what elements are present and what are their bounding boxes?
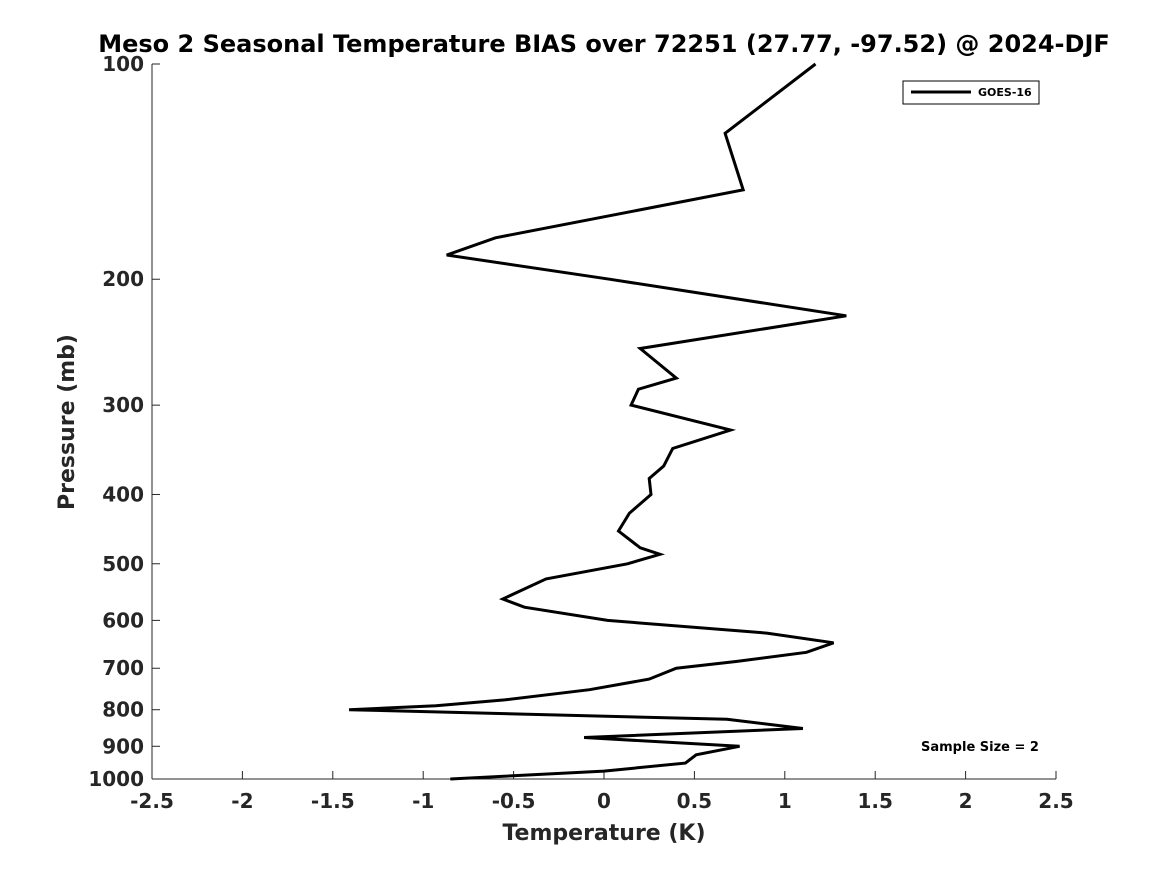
y-tick-label: 400 [102,482,144,506]
x-tick-label: -0.5 [492,789,536,813]
y-tick-label: 500 [102,552,144,576]
series-line-goes-16 [349,62,847,781]
x-tick-label: 1.5 [857,789,892,813]
x-tick-label: -2 [231,789,253,813]
x-tick-label: 0.5 [677,789,712,813]
y-tick-label: 800 [102,698,144,722]
y-axis-label: Pressure (mb) [55,334,80,510]
x-ticks: -2.5 -2 -1.5 -1 -0.5 0 0.5 1 1.5 2 2.5 [130,771,1074,813]
y-tick-label: 1000 [88,767,144,791]
y-ticks: 100 200 300 400 500 600 700 800 900 1000 [88,52,160,791]
x-tick-label: 2 [959,789,973,813]
legend: GOES-16 [902,80,1040,105]
y-tick-label: 200 [102,267,144,291]
y-tick-label: 300 [102,393,144,417]
y-tick-label: 900 [102,734,144,758]
plot-area: -2.5 -2 -1.5 -1 -0.5 0 0.5 1 1.5 2 2.5 100 200 300 40… [88,52,1073,813]
chart-title: Meso 2 Seasonal Temperature BIAS over 72… [98,30,1110,58]
x-tick-label: -2.5 [130,789,174,813]
legend-entry-label: GOES-16 [978,86,1032,99]
y-tick-label: 700 [102,656,144,680]
y-tick-label: 100 [102,52,144,76]
x-tick-label: 2.5 [1038,789,1073,813]
x-tick-label: 1 [778,789,792,813]
x-axis-label: Temperature (K) [502,821,705,846]
x-tick-label: -1.5 [311,789,355,813]
series-layer [349,62,847,781]
y-tick-label: 600 [102,608,144,632]
sample-size-annotation: Sample Size = 2 [921,740,1039,755]
x-tick-label: -1 [412,789,434,813]
x-tick-label: 0 [597,789,611,813]
